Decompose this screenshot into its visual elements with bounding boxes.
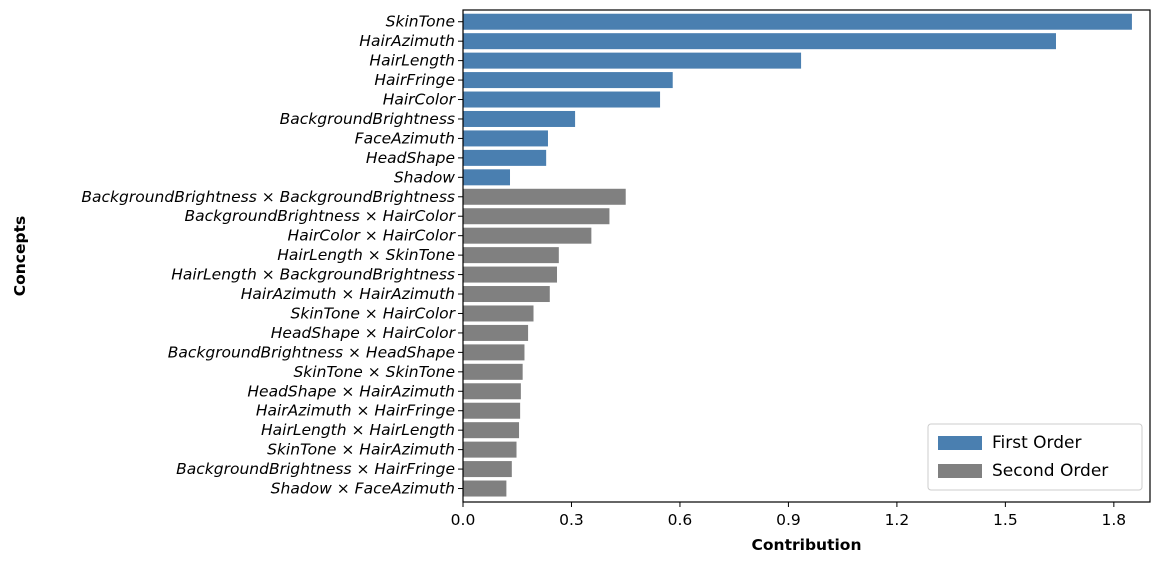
bar (463, 363, 523, 380)
bar (463, 305, 534, 322)
bar (463, 110, 576, 127)
x-ticks: 0.0 0.3 0.6 0.9 1.2 1.5 1.8 (451, 502, 1126, 529)
y-tick-label: HairAzimuth × HairFringe (256, 402, 455, 420)
y-tick-label: HairColor × HairColor (288, 227, 457, 245)
y-tick-label: HeadShape × HairAzimuth (247, 382, 455, 400)
bar (463, 130, 548, 147)
bar (463, 208, 610, 225)
legend: First Order Second Order (927, 423, 1143, 491)
bar (463, 441, 517, 458)
axes-frame (462, 9, 1151, 503)
bar (463, 286, 550, 303)
bar (463, 461, 512, 478)
y-tick-label: SkinTone × SkinTone (293, 363, 455, 381)
y-tick-label: Shadow × FaceAzimuth (271, 480, 455, 498)
y-tick-label: HairAzimuth (359, 32, 455, 50)
y-tick-label: BackgroundBrightness × HeadShape (168, 343, 455, 361)
bar (463, 266, 558, 283)
y-tick-label: Shadow (394, 168, 455, 186)
bar (463, 188, 626, 205)
bars-group (463, 13, 1132, 497)
bar (463, 344, 525, 361)
x-tick-label: 0.3 (559, 511, 584, 529)
x-tick-label: 0.9 (776, 511, 801, 529)
bar (463, 402, 521, 419)
bar (463, 422, 520, 439)
y-tick-label: HairLength × BackgroundBrightness (171, 266, 455, 284)
legend-label: First Order (992, 433, 1082, 453)
y-tick-label: SkinTone × HairColor (291, 304, 457, 322)
y-tick-label: HeadShape (366, 149, 455, 167)
bar (463, 227, 592, 244)
bar (463, 149, 547, 166)
y-tick-label: HairLength × HairLength (261, 421, 455, 439)
bar (463, 169, 511, 186)
y-tick-label: HairFringe (374, 71, 455, 89)
bar (463, 247, 559, 264)
bar (463, 52, 802, 69)
bar (463, 480, 507, 497)
legend-label: Second Order (992, 461, 1108, 481)
bar (463, 324, 529, 341)
y-tick-label: BackgroundBrightness × HairColor (184, 207, 456, 225)
x-axis-title: Contribution (752, 536, 862, 554)
y-tick-label: HeadShape × HairColor (271, 324, 457, 342)
x-tick-label: 0.6 (668, 511, 693, 529)
y-tick-label: BackgroundBrightness × HairFringe (176, 460, 455, 478)
y-tick-label: SkinTone × HairAzimuth (267, 441, 455, 459)
y-tick-label: BackgroundBrightness × BackgroundBrightn… (81, 188, 455, 206)
y-tick-label: SkinTone (386, 13, 455, 31)
y-tick-label: HairLength (369, 52, 455, 70)
x-tick-label: 1.5 (993, 511, 1018, 529)
legend-swatch (938, 436, 982, 450)
y-tick-label: HairAzimuth × HairAzimuth (241, 285, 455, 303)
x-tick-label: 1.2 (885, 511, 910, 529)
y-axis-title: Concepts (11, 216, 29, 297)
bar (463, 72, 673, 89)
bar (463, 91, 661, 108)
bar (463, 383, 521, 400)
y-tick-label: BackgroundBrightness (280, 110, 455, 128)
x-tick-label: 0.0 (451, 511, 476, 529)
x-tick-label: 1.8 (1102, 511, 1127, 529)
bar (463, 33, 1056, 50)
legend-swatch (938, 464, 982, 478)
bar (463, 13, 1132, 30)
y-tick-label: FaceAzimuth (355, 129, 455, 147)
y-tick-label: HairColor (383, 91, 457, 109)
y-tick-label: HairLength × SkinTone (277, 246, 455, 264)
